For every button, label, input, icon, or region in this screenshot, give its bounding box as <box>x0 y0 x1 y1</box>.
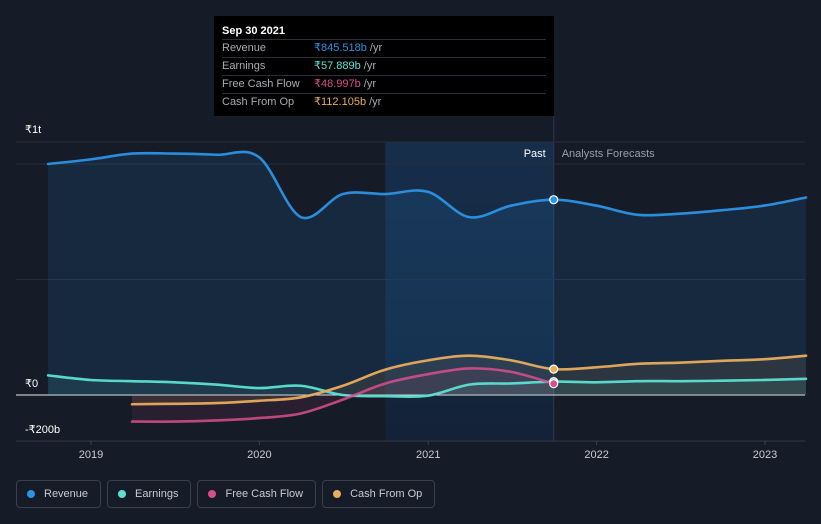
tooltip-value: ₹57.889b <box>314 60 361 72</box>
tooltip-label: Revenue <box>222 42 267 54</box>
cfo-marker <box>549 364 559 374</box>
legend-label: Earnings <box>135 488 179 500</box>
x-tick-label: 2022 <box>584 449 608 461</box>
tooltip-value: ₹845.518b <box>314 42 367 54</box>
x-tick-label: 2019 <box>79 449 103 461</box>
y-tick-label: ₹1t <box>25 124 41 136</box>
tooltip-row-earnings: Earnings ₹57.889b /yr <box>222 57 546 75</box>
legend-dot-icon <box>208 490 217 498</box>
tooltip-row-cash-from-op: Cash From Op ₹112.105b /yr <box>222 93 546 111</box>
tooltip-unit: /yr <box>369 96 382 108</box>
tooltip-label: Earnings <box>222 60 266 72</box>
x-tick-label: 2021 <box>416 449 440 461</box>
legend: Revenue Earnings Free Cash Flow Cash Fro… <box>16 480 436 508</box>
tooltip-unit: /yr <box>363 60 376 72</box>
fcf-marker <box>549 379 559 389</box>
legend-dot-icon <box>118 490 127 498</box>
revenue-marker <box>549 195 559 205</box>
tooltip-label: Free Cash Flow <box>222 78 300 90</box>
chart: Past Analysts Forecasts ₹1t ₹0 -₹200b 2019 202… <box>16 116 808 461</box>
legend-item-free-cash-flow[interactable]: Free Cash Flow <box>197 480 317 508</box>
revenue-area <box>48 151 807 395</box>
tooltip: Sep 30 2021 Revenue ₹845.518b /yr Earnin… <box>214 16 554 116</box>
section-label-forecast: Analysts Forecasts <box>562 148 655 160</box>
revenue-line <box>46 150 808 220</box>
earnings-line <box>46 374 808 399</box>
tooltip-label: Cash From Op <box>222 96 295 108</box>
fcf-line <box>130 367 556 423</box>
legend-item-cash-from-op[interactable]: Cash From Op <box>322 480 436 508</box>
legend-dot-icon <box>333 490 342 498</box>
legend-dot-icon <box>27 490 35 498</box>
tooltip-row-revenue: Revenue ₹845.518b /yr <box>222 39 546 57</box>
legend-item-earnings[interactable]: Earnings <box>107 480 192 508</box>
tooltip-unit: /yr <box>369 42 383 54</box>
tooltip-date: Sep 30 2021 <box>222 25 285 37</box>
y-tick-label: ₹0 <box>25 378 38 390</box>
y-tick-label: -₹200b <box>25 424 60 436</box>
legend-item-revenue[interactable]: Revenue <box>16 480 102 508</box>
tooltip-value: ₹48.997b <box>314 78 361 90</box>
section-label-past: Past <box>524 148 546 160</box>
cfo-area <box>132 355 807 405</box>
tooltip-row-free-cash-flow: Free Cash Flow ₹48.997b /yr <box>222 75 546 93</box>
legend-label: Revenue <box>44 488 89 500</box>
cfo-line <box>130 354 808 406</box>
legend-label: Free Cash Flow <box>225 488 304 500</box>
earnings-area <box>48 375 807 397</box>
legend-label: Cash From Op <box>350 488 423 500</box>
tooltip-unit: /yr <box>363 78 376 90</box>
x-tick-label: 2020 <box>247 449 271 461</box>
x-tick-label: 2023 <box>753 449 777 461</box>
tooltip-value: ₹112.105b <box>314 96 367 108</box>
